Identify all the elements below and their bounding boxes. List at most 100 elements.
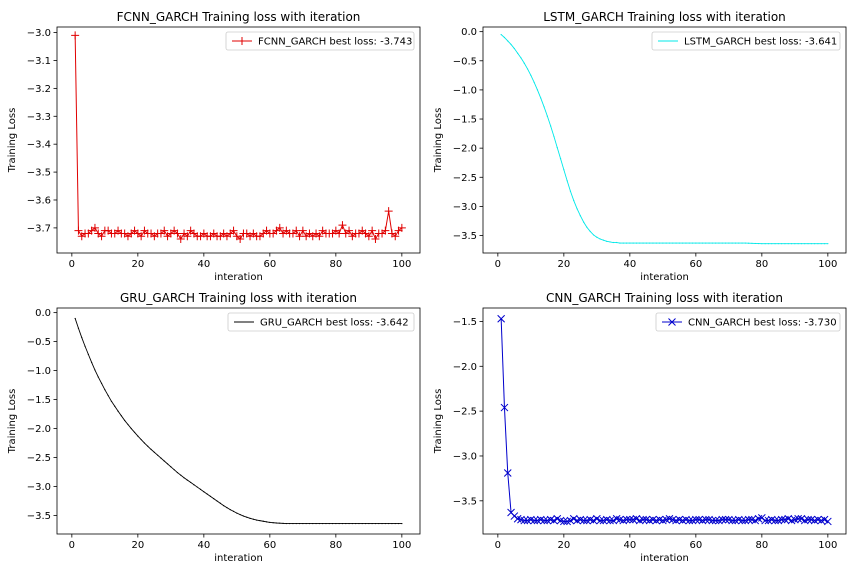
- series-point-34: [183, 232, 192, 241]
- series-point-68: [721, 242, 723, 244]
- series-point-17: [553, 135, 555, 138]
- series-point-76: [748, 242, 750, 244]
- series-point-43: [213, 498, 215, 500]
- series-markers: [71, 31, 406, 244]
- series-point-10: [530, 516, 539, 525]
- legend: LSTM_GARCH best loss: -3.641: [651, 31, 841, 51]
- y-tick-label: −1.0: [27, 366, 51, 377]
- y-axis-label: Training Loss: [433, 108, 444, 174]
- series-point-32: [176, 471, 179, 474]
- series-point-70: [302, 522, 304, 525]
- series-point-93: [804, 515, 812, 524]
- x-tick-label: 60: [689, 540, 702, 551]
- series-point-78: [754, 242, 756, 245]
- subplot-1: FCNN_GARCH Training loss with iteration 0…: [7, 10, 421, 283]
- series-point-99: [823, 517, 832, 526]
- legend-box: [651, 31, 841, 51]
- series-point-16: [124, 419, 126, 422]
- y-tick-label: 0.0: [35, 308, 51, 319]
- series-point-73: [312, 522, 314, 525]
- axes-frame: [482, 307, 847, 535]
- y-tick-label: −3.5: [453, 496, 477, 507]
- series-point-96: [814, 243, 816, 245]
- series-point-19: [133, 431, 136, 433]
- series-point-47: [652, 242, 654, 244]
- y-tick-label: −3.2: [27, 84, 51, 95]
- series-point-2: [503, 469, 512, 477]
- plot-area: [483, 308, 846, 534]
- series-point-72: [734, 242, 737, 244]
- series-point-25: [153, 451, 155, 453]
- series-point-90: [368, 522, 370, 525]
- series-point-17: [127, 423, 129, 426]
- series-point-96: [388, 522, 390, 525]
- legend-entry: LSTM_GARCH best loss: -3.641: [684, 37, 837, 48]
- x-tick-label: 80: [329, 540, 342, 551]
- series-point-55: [252, 518, 254, 520]
- series-point-35: [186, 479, 188, 481]
- series-point-50: [236, 512, 238, 514]
- chart-title: LSTM_GARCH Training loss with iteration: [543, 10, 786, 24]
- series-point-50: [236, 235, 245, 244]
- series-point-69: [298, 226, 307, 235]
- series-point-77: [751, 242, 753, 244]
- series-point-33: [606, 240, 608, 242]
- series-point-95: [384, 207, 393, 216]
- y-tick-label: −3.6: [27, 195, 51, 206]
- x-tick-label: 20: [131, 540, 144, 551]
- series-point-89: [364, 232, 373, 241]
- series-point-75: [744, 515, 753, 524]
- series-point-37: [619, 242, 621, 244]
- series-point-64: [282, 522, 284, 524]
- legend: CNN_GARCH best loss: -3.730: [655, 312, 841, 332]
- series-line: [74, 35, 403, 241]
- series-point-62: [275, 522, 278, 524]
- plot-area: [483, 27, 846, 253]
- series-point-24: [576, 208, 578, 210]
- series-point-35: [612, 241, 614, 244]
- series-point-41: [206, 493, 208, 495]
- series-point-58: [688, 242, 690, 244]
- series-point-22: [569, 190, 572, 192]
- series-point-49: [658, 242, 661, 244]
- series-point-7: [520, 57, 522, 59]
- y-tick-label: −0.5: [453, 56, 477, 67]
- x-tick-label: 100: [818, 259, 837, 270]
- series-point-72: [308, 522, 311, 525]
- series-point-55: [678, 242, 680, 244]
- series-point-74: [315, 522, 317, 525]
- x-tick-label: 40: [623, 259, 636, 270]
- legend: GRU_GARCH best loss: -3.642: [227, 312, 415, 332]
- series-point-4: [510, 43, 512, 46]
- series-point-41: [632, 242, 634, 244]
- y-tick-label: −2.0: [453, 144, 477, 155]
- series-point-57: [685, 516, 694, 525]
- series-point-8: [97, 232, 106, 241]
- series-point-5: [513, 47, 515, 50]
- series-point-98: [394, 522, 396, 525]
- series-point-9: [526, 68, 529, 70]
- series-point-32: [176, 235, 185, 244]
- series-point-70: [728, 242, 730, 244]
- y-tick-label: −3.5: [27, 511, 51, 522]
- series-point-82: [767, 243, 770, 245]
- series-point-43: [639, 515, 647, 524]
- y-tick-label: −3.0: [453, 202, 477, 213]
- series-point-60: [695, 242, 697, 244]
- series-line: [500, 318, 829, 522]
- series-point-68: [721, 515, 730, 524]
- series-point-90: [368, 226, 377, 235]
- series-point-15: [120, 415, 122, 417]
- y-tick-label: −3.3: [27, 112, 51, 123]
- series-point-95: [810, 243, 812, 245]
- series-point-83: [771, 516, 779, 525]
- series-point-11: [533, 81, 535, 83]
- legend-entry: GRU_GARCH best loss: -3.642: [260, 318, 409, 329]
- x-axis-label: interation: [640, 553, 689, 564]
- series-point-44: [642, 242, 644, 244]
- series-point-48: [229, 509, 231, 511]
- series-point-13: [540, 516, 548, 525]
- series-point-67: [718, 242, 720, 244]
- y-tick-label: −3.5: [27, 168, 51, 179]
- series-point-90: [794, 243, 796, 245]
